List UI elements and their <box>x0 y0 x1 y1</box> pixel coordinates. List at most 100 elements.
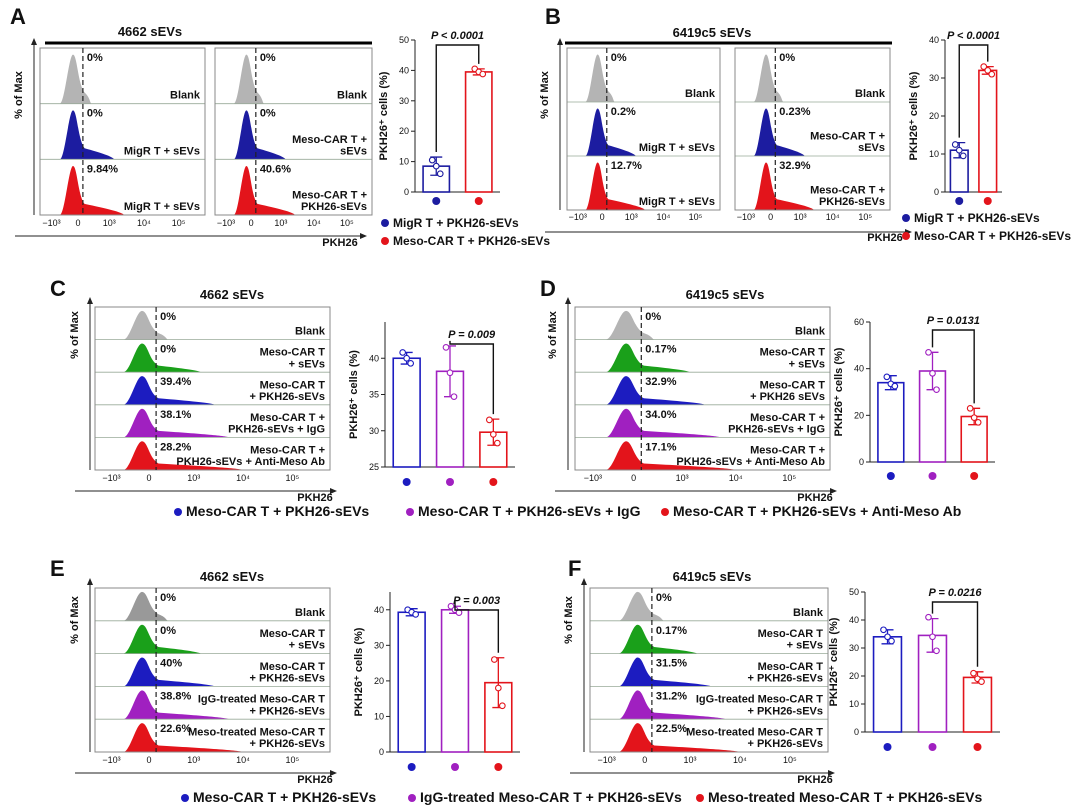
legend-marker <box>902 232 910 240</box>
significance-bracket <box>435 44 480 153</box>
category-marker <box>955 197 964 205</box>
panel-letter: A <box>10 4 26 29</box>
x-tick-label: 10³ <box>625 212 638 222</box>
y-axis-label: PKH26⁺ cells (%) <box>353 627 365 716</box>
data-point <box>399 349 407 356</box>
y-tick-label: 40 <box>369 353 379 363</box>
legend-marker <box>181 794 189 802</box>
data-point <box>974 418 982 426</box>
data-point <box>980 63 988 70</box>
bar <box>397 611 426 753</box>
gate-percent: 38.1% <box>160 409 191 421</box>
flow-title: 6419c5 sEVs <box>673 25 752 40</box>
y-axis-arrow <box>87 297 93 304</box>
y-tick-label: 10 <box>929 149 939 159</box>
gate-percent: 22.5% <box>656 723 687 735</box>
y-tick-label: 30 <box>849 643 859 653</box>
histogram <box>605 310 655 340</box>
row-label: Meso-treated Meso-CAR T + PKH26-sEVs <box>686 727 823 751</box>
bar <box>978 69 998 193</box>
y-tick-label: 25 <box>369 462 379 472</box>
data-point <box>984 67 992 74</box>
y-axis-label: PKH26⁺ cells (%) <box>348 350 360 439</box>
p-value: P = 0.0131 <box>927 315 980 327</box>
data-point <box>951 141 959 148</box>
flow-box <box>94 306 331 471</box>
gate-percent: 0.23% <box>779 106 810 118</box>
data-point <box>929 633 936 641</box>
y-tick-label: 20 <box>849 671 859 681</box>
category-marker <box>451 763 459 771</box>
histogram <box>605 408 721 438</box>
x-tick-label: −10³ <box>102 755 120 765</box>
x-tick-label: 10⁵ <box>689 212 703 222</box>
panel-letter: E <box>50 556 65 581</box>
data-point <box>955 146 963 154</box>
legend-marker <box>408 794 416 802</box>
row-label: Blank <box>685 88 716 100</box>
legend-label: MigR T + PKH26-sEVs <box>914 211 1040 225</box>
legend-label: Meso-CAR T + PKH26-sEVs <box>393 234 550 248</box>
legend-marker <box>381 219 389 227</box>
histogram <box>753 108 805 156</box>
data-point <box>933 386 940 394</box>
y-axis-label: PKH26⁺ cells (%) <box>908 71 920 160</box>
gate-percent: 28.2% <box>160 441 191 453</box>
x-tick-label: 0 <box>631 473 636 483</box>
flow-box <box>39 47 206 216</box>
x-tick-label: 0 <box>642 755 647 765</box>
legend-label: IgG-treated Meso-CAR T + PKH26-sEVs <box>420 789 682 805</box>
y-tick-label: 20 <box>374 676 384 686</box>
data-point <box>447 602 455 610</box>
y-axis-arrow <box>87 578 93 585</box>
histogram <box>605 441 736 470</box>
y-tick-label: 35 <box>369 390 379 400</box>
legend-label: Meso-CAR T + PKH26-sEVs + Anti-Meso Ab <box>673 503 961 519</box>
x-axis-label: PKH26 <box>867 232 902 244</box>
x-axis-arrow <box>828 770 835 776</box>
data-point <box>925 348 932 356</box>
bar <box>877 381 905 463</box>
y-axis-label: % of Max <box>547 310 559 359</box>
category-marker <box>970 472 979 480</box>
row-label: Meso-CAR T + sEVs <box>260 347 326 371</box>
data-point <box>884 633 891 641</box>
x-axis-label: PKH26 <box>297 774 332 786</box>
data-point <box>988 70 996 78</box>
bar <box>872 635 903 733</box>
y-axis-label: % of Max <box>69 595 81 644</box>
x-axis-label: PKH26 <box>297 492 332 504</box>
x-tick-label: −10³ <box>584 473 602 483</box>
x-axis-label: PKH26 <box>322 237 357 249</box>
data-point <box>933 647 940 655</box>
flow-box <box>214 47 373 216</box>
flow-box <box>94 587 331 753</box>
flow-title: 4662 sEVs <box>200 569 264 584</box>
x-tick-label: 10⁴ <box>656 212 670 222</box>
histogram <box>123 441 244 470</box>
data-point <box>959 152 967 160</box>
gate-percent: 39.4% <box>160 376 191 388</box>
flow-box <box>574 306 831 471</box>
data-point <box>432 162 440 170</box>
panel-letter: B <box>545 4 561 29</box>
row-label: Meso-CAR T + PKH26 sEVs <box>750 379 825 403</box>
p-value: P < 0.0001 <box>947 30 1000 42</box>
category-marker <box>489 478 498 486</box>
category-marker <box>432 197 441 205</box>
x-tick-label: 10⁵ <box>783 755 797 765</box>
y-axis-arrow <box>31 38 37 45</box>
data-point <box>428 156 436 164</box>
x-tick-label: 10⁴ <box>729 473 743 483</box>
legend-marker <box>696 794 704 802</box>
x-tick-label: 0 <box>768 212 773 222</box>
category-marker <box>983 197 992 205</box>
flow-box <box>734 47 891 211</box>
data-point <box>490 656 498 663</box>
row-label: Meso-CAR T + sEVs <box>292 134 367 158</box>
y-axis-arrow <box>565 297 571 304</box>
x-tick-label: 0 <box>249 218 254 228</box>
row-label: MigR T + sEVs <box>639 196 715 208</box>
y-tick-label: 0 <box>404 187 409 197</box>
category-marker <box>494 763 503 771</box>
